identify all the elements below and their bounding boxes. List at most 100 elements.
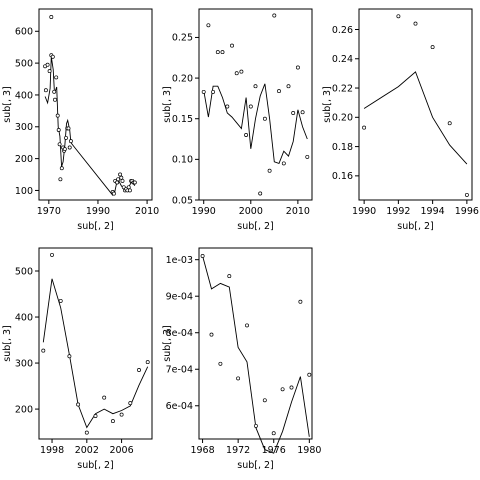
y-tick-label: 400 xyxy=(15,90,33,101)
data-point xyxy=(447,121,452,126)
y-axis-label: sub[, 3] xyxy=(2,86,13,123)
x-tick-label: 1998 xyxy=(40,445,64,456)
x-tick-label: 2002 xyxy=(75,445,99,456)
data-point xyxy=(262,116,267,121)
data-point xyxy=(126,185,131,190)
data-point xyxy=(43,88,48,93)
data-point xyxy=(66,126,71,131)
data-point xyxy=(220,50,225,55)
data-point xyxy=(253,84,258,89)
data-point xyxy=(286,84,291,89)
y-tick-label: 500 xyxy=(15,58,33,69)
series-line xyxy=(363,71,468,165)
x-tick-label: 2010 xyxy=(135,206,159,217)
y-tick-label: 6e-04 xyxy=(166,401,193,412)
x-tick-label: 1990 xyxy=(86,206,110,217)
data-point xyxy=(396,14,401,19)
data-point xyxy=(245,323,249,328)
data-point xyxy=(115,180,120,185)
data-point xyxy=(102,395,107,400)
data-point xyxy=(271,431,276,436)
y-axis-label: sub[, 3] xyxy=(162,86,173,123)
data-point xyxy=(119,412,124,417)
data-point xyxy=(215,50,220,55)
data-point xyxy=(56,128,61,132)
data-point xyxy=(236,376,241,381)
x-tick-label: 1994 xyxy=(421,206,445,217)
y-tick-label: 8e-04 xyxy=(166,328,193,339)
data-point xyxy=(227,274,232,279)
data-point xyxy=(272,13,277,18)
data-point xyxy=(211,89,216,94)
x-tick-label: 1992 xyxy=(386,206,410,217)
data-point xyxy=(300,110,305,115)
data-point xyxy=(362,125,367,130)
y-tick-label: 0.20 xyxy=(332,113,353,124)
data-point xyxy=(262,398,267,403)
data-point xyxy=(47,69,52,74)
data-point xyxy=(52,89,57,94)
plot-frame xyxy=(38,247,153,440)
data-point xyxy=(68,139,73,144)
y-tick-label: 1e-03 xyxy=(166,255,193,266)
data-point xyxy=(57,142,62,147)
x-tick-label: 1980 xyxy=(297,445,321,456)
data-point xyxy=(295,65,300,70)
data-point xyxy=(281,161,286,166)
panel-4: 1998 2002 2006 200 300 400 500 sub[, 2] sub[, 3] xyxy=(2,247,153,471)
y-axis-label: sub[, 3] xyxy=(2,325,13,362)
x-tick-label: 2010 xyxy=(286,206,310,217)
data-point xyxy=(280,387,285,392)
data-point xyxy=(53,97,57,102)
data-point xyxy=(253,423,258,428)
data-point xyxy=(413,21,418,26)
series-line xyxy=(203,83,308,164)
data-point xyxy=(50,54,55,59)
data-point xyxy=(230,43,234,48)
y-tick-label: 0.05 xyxy=(172,195,193,206)
data-point xyxy=(464,192,469,197)
data-point xyxy=(267,168,272,173)
y-axis-label: sub[, 3] xyxy=(162,325,173,362)
y-tick-label: 0.20 xyxy=(172,73,193,84)
data-point xyxy=(67,145,72,150)
y-tick-label: 600 xyxy=(15,27,33,38)
data-point xyxy=(49,15,54,19)
data-point xyxy=(430,45,435,50)
y-tick-label: 9e-04 xyxy=(166,292,193,303)
panel-3: 1990 1992 1994 1996 0.16 0.18 0.20 0.22 0.24 0.26… xyxy=(322,8,479,232)
x-tick-label: 1972 xyxy=(226,445,250,456)
plot-frame xyxy=(198,247,313,440)
data-point xyxy=(298,299,303,304)
data-point xyxy=(209,332,214,337)
data-point xyxy=(137,368,141,372)
x-tick-label: 2006 xyxy=(109,445,133,456)
x-tick-label: 2000 xyxy=(239,206,263,217)
x-axis-label: sub[, 2] xyxy=(77,221,114,232)
y-tick-label: 0.24 xyxy=(332,54,353,65)
data-point xyxy=(62,147,67,152)
data-point xyxy=(110,419,115,424)
y-tick-label: 7e-04 xyxy=(166,365,193,376)
panel-2: 1990 2000 2010 0.05 0.10 0.15 0.20 0.25 sub[, 2]… xyxy=(162,8,313,232)
data-point xyxy=(145,360,150,365)
data-point xyxy=(55,113,60,118)
x-tick-label: 1996 xyxy=(455,206,479,217)
data-point xyxy=(93,414,98,418)
data-point xyxy=(206,23,211,28)
series-line xyxy=(42,278,149,429)
data-point xyxy=(58,298,63,303)
data-point xyxy=(67,354,72,359)
data-point xyxy=(45,62,50,67)
x-axis-label: sub[, 2] xyxy=(397,221,434,232)
data-point xyxy=(54,75,59,80)
x-axis-label: sub[, 2] xyxy=(237,460,274,471)
series-line xyxy=(202,255,310,454)
plot-frame xyxy=(198,8,313,201)
data-point xyxy=(58,177,63,182)
data-point xyxy=(307,372,312,377)
x-tick-label: 1970 xyxy=(37,206,61,217)
data-point xyxy=(289,385,294,390)
x-tick-label: 1976 xyxy=(262,445,286,456)
